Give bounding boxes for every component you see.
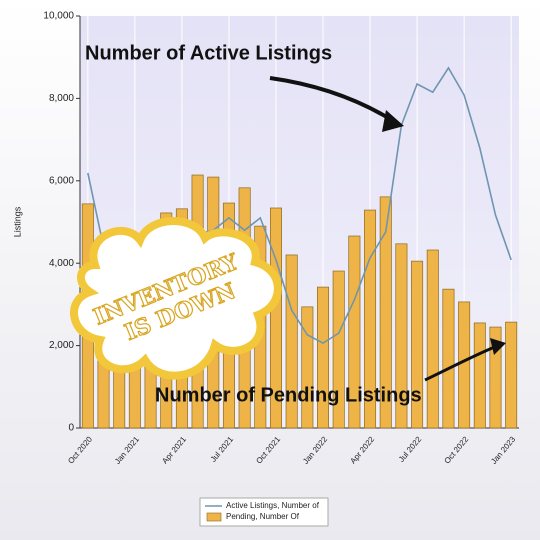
legend: Active Listings, Number of Pending, Numbe… [199, 497, 329, 527]
y-tick-label: 6,000 [49, 175, 74, 186]
legend-swatch [206, 512, 222, 522]
bar [285, 254, 298, 429]
y-tick-label: 2,000 [49, 340, 74, 351]
bar [332, 270, 345, 429]
bar [426, 249, 439, 429]
bar [364, 209, 377, 429]
bar [395, 243, 408, 429]
legend-label: Active Listings, Number of [226, 501, 320, 510]
y-axis-label: Listings [12, 206, 22, 237]
legend-label: Pending, Number Of [226, 512, 300, 521]
arrow-head [490, 338, 506, 355]
annotation: Number of Active Listings [85, 42, 332, 64]
arrow [269, 76, 397, 124]
cloud-shape [70, 217, 282, 380]
bar [301, 306, 314, 429]
bar [348, 235, 361, 429]
bar [379, 196, 392, 429]
y-tick-label: 10,000 [43, 11, 74, 22]
arrow-head [382, 110, 404, 132]
bar [473, 322, 486, 429]
annotation: Number of Pending Listings [155, 384, 422, 406]
bar [269, 207, 282, 429]
legend-box [199, 497, 329, 527]
y-tick-label: 4,000 [49, 258, 74, 269]
cloud: INVENTORY IS DOWN [70, 217, 282, 380]
bar [505, 321, 518, 429]
bar [458, 301, 471, 429]
bar [489, 326, 502, 429]
bar [317, 286, 330, 429]
bar [442, 288, 455, 429]
bar [411, 260, 424, 429]
y-tick-label: 8,000 [49, 93, 74, 104]
y-tick-label: 0 [68, 423, 74, 434]
arrow [424, 344, 498, 382]
